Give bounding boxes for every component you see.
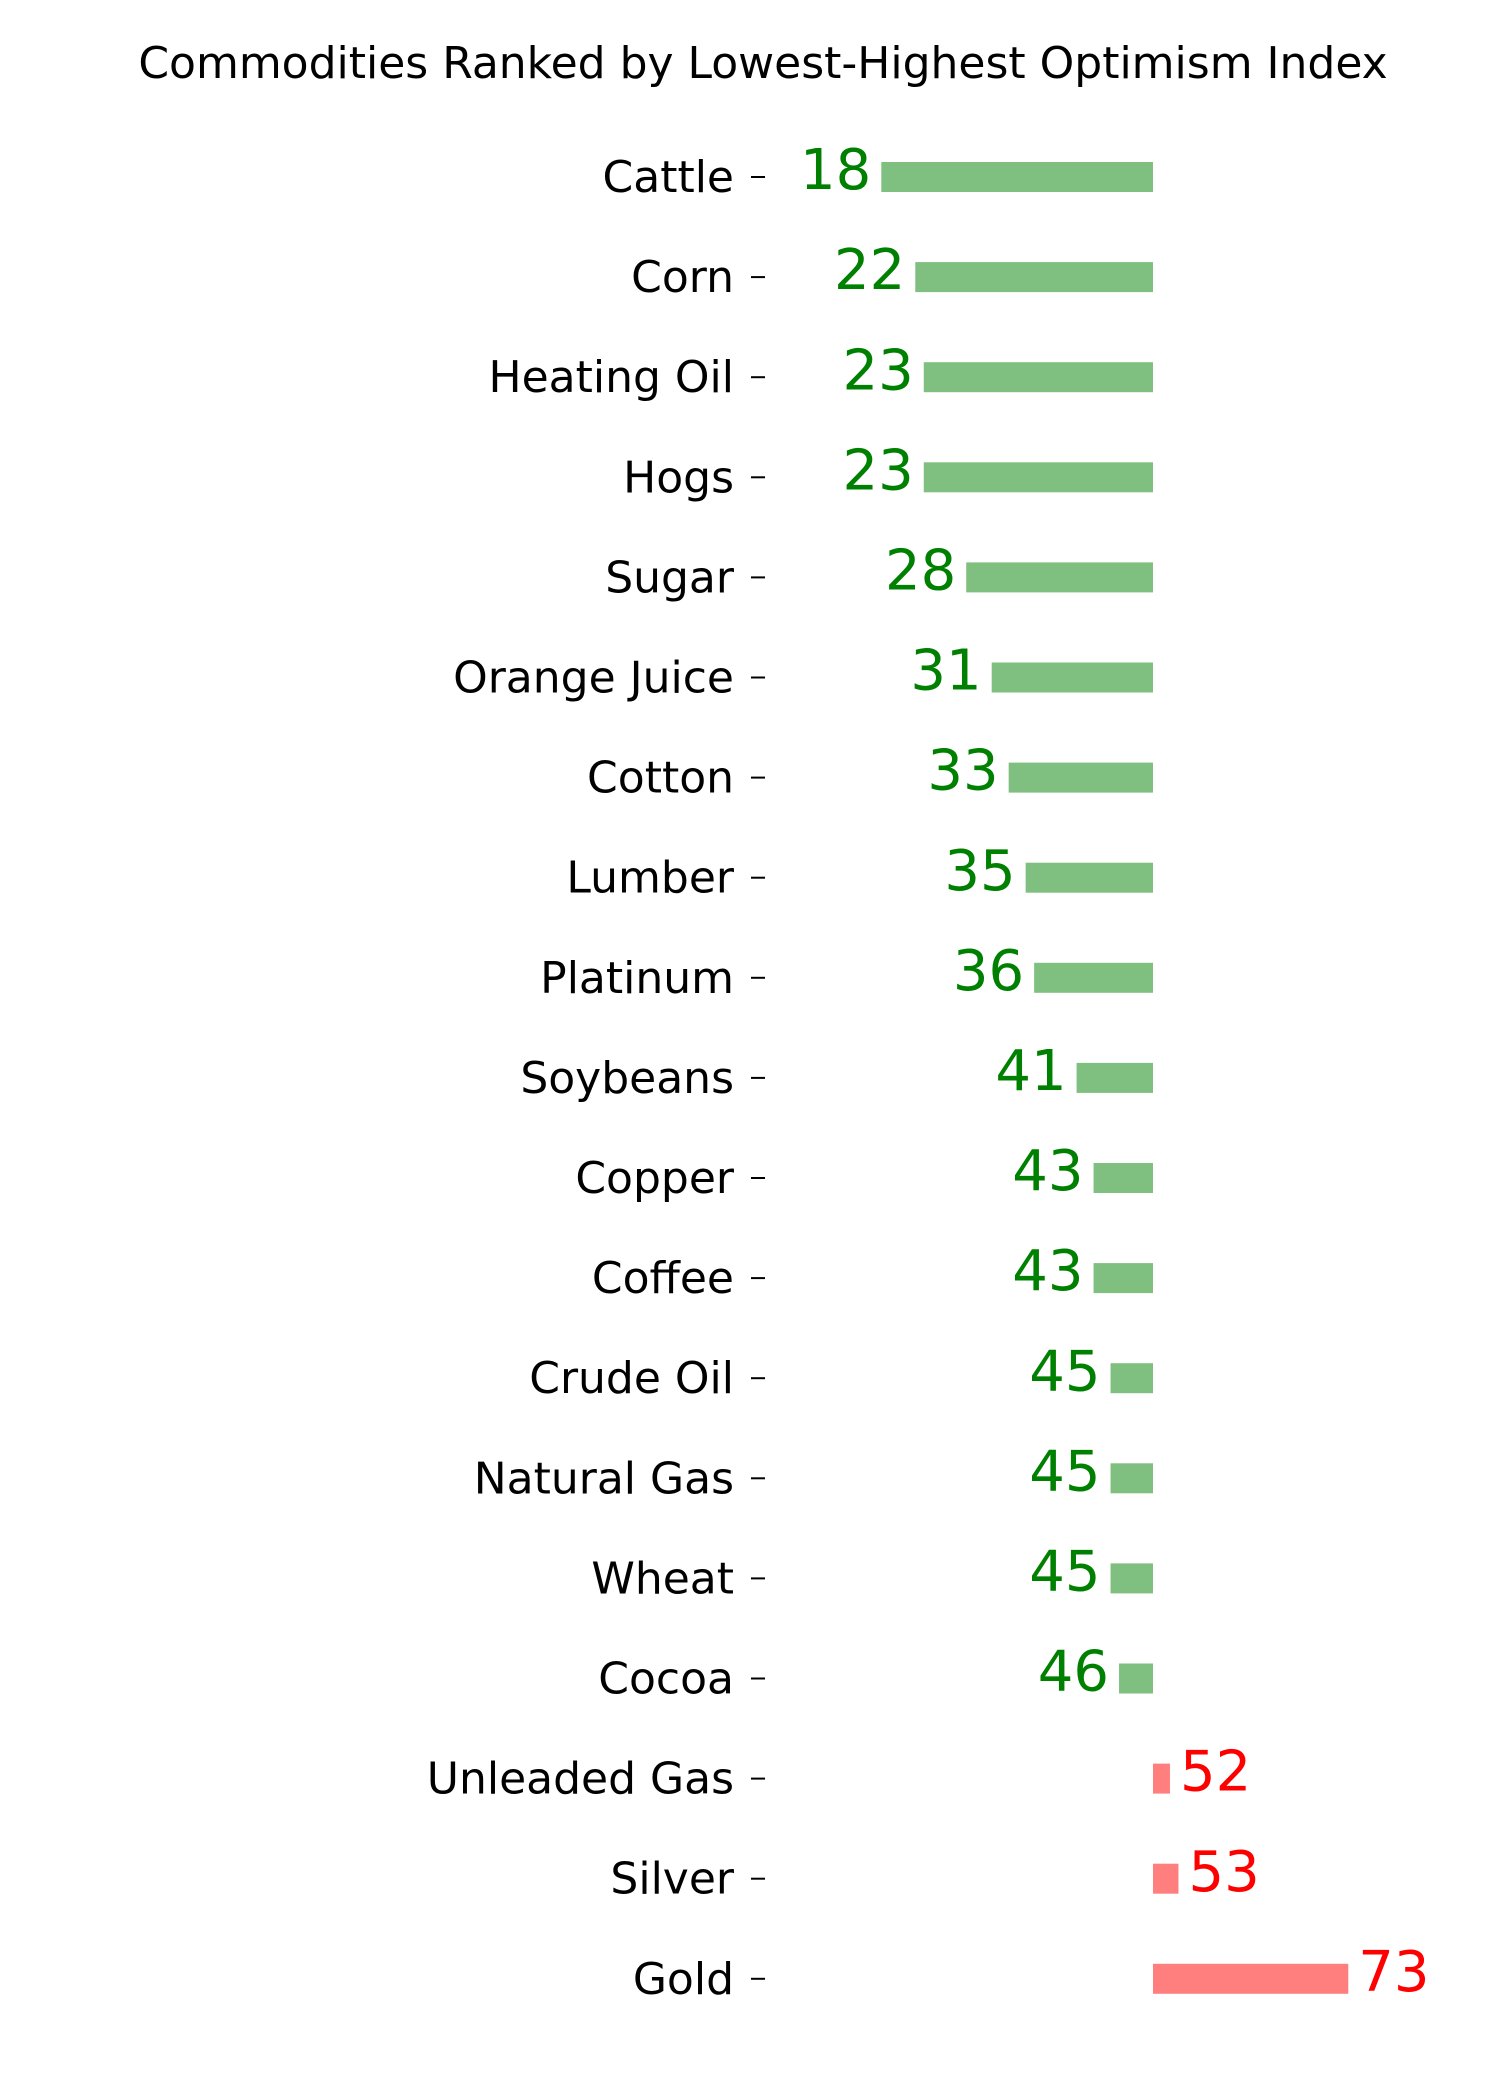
value-label: 52: [1180, 1740, 1251, 1805]
y-tick-label: Cotton: [587, 753, 734, 804]
bar: [1008, 762, 1153, 793]
y-tick-label: Heating Oil: [489, 352, 734, 403]
value-label: 31: [910, 639, 981, 704]
value-label: 23: [843, 338, 914, 403]
value-label: 33: [927, 739, 998, 804]
bar: [1034, 962, 1153, 993]
chart-title: Commodities Ranked by Lowest-Highest Opt…: [138, 38, 1387, 89]
value-label: 18: [800, 138, 871, 203]
y-tick-label: Lumber: [566, 853, 734, 904]
bar: [1076, 1062, 1153, 1093]
y-tick-label: Hogs: [623, 452, 734, 503]
y-tick-label: Unleaded Gas: [427, 1754, 734, 1805]
bar: [1093, 1163, 1153, 1193]
y-tick-label: Platinum: [540, 953, 734, 1004]
value-label: 46: [1038, 1640, 1109, 1705]
value-label: 45: [1029, 1439, 1100, 1504]
bar: [1025, 862, 1153, 893]
value-label: 36: [953, 939, 1024, 1004]
value-label: 35: [944, 839, 1015, 904]
y-tick-label: Soybeans: [520, 1053, 734, 1104]
y-tick-label: Crude Oil: [529, 1353, 734, 1404]
bar: [1093, 1263, 1153, 1294]
value-label: 22: [834, 238, 905, 303]
value-label: 45: [1029, 1339, 1100, 1404]
y-tick-label: Cattle: [603, 152, 734, 203]
value-label: 45: [1029, 1540, 1100, 1605]
value-label: 53: [1188, 1840, 1259, 1905]
bar: [1119, 1663, 1153, 1694]
y-tick-label: Natural Gas: [474, 1453, 734, 1504]
bar: [1110, 1363, 1153, 1394]
y-tick-label: Gold: [633, 1954, 734, 2005]
value-label: 43: [1012, 1139, 1083, 1204]
y-tick-label: Orange Juice: [453, 653, 734, 704]
y-tick-label: Cocoa: [598, 1654, 734, 1705]
y-tick-label: Corn: [631, 252, 734, 303]
value-label: 23: [843, 438, 914, 503]
bar: [1153, 1763, 1170, 1794]
bar: [966, 562, 1153, 593]
y-tick-label: Copper: [575, 1153, 735, 1204]
value-label: 28: [885, 539, 956, 604]
value-label: 41: [995, 1039, 1066, 1104]
y-tick-label: Sugar: [605, 552, 735, 603]
bar: [1153, 1863, 1179, 1894]
bar: [991, 662, 1153, 693]
y-tick-label: Silver: [610, 1854, 734, 1905]
bar: [881, 162, 1153, 192]
bar: [1153, 1963, 1349, 1994]
bar: [1110, 1463, 1153, 1494]
value-label: 73: [1358, 1940, 1429, 2005]
y-tick-label: Coffee: [592, 1253, 734, 1304]
bar: [1110, 1563, 1153, 1594]
value-label: 43: [1012, 1239, 1083, 1304]
bar: [915, 262, 1153, 293]
bar: [923, 462, 1153, 493]
bar: [923, 362, 1153, 393]
y-tick-label: Wheat: [591, 1553, 734, 1604]
